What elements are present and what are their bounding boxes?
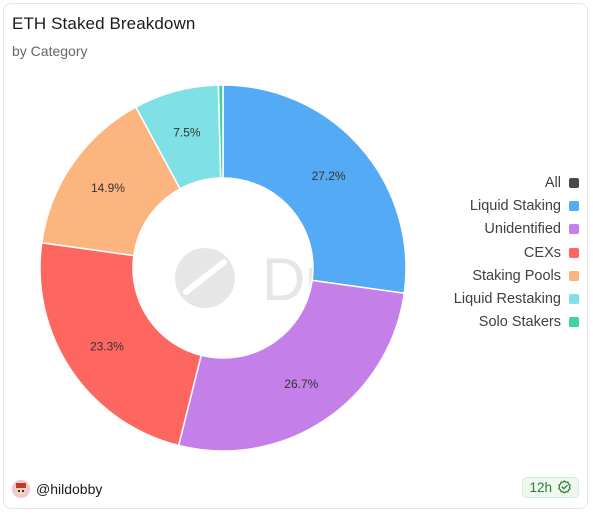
legend-swatch: [569, 317, 579, 328]
slice-unidentified[interactable]: [177, 279, 406, 452]
chart-subtitle: by Category: [12, 43, 88, 59]
legend-label: Unidentified: [484, 221, 561, 238]
refresh-badge[interactable]: 12h: [522, 477, 579, 498]
slice-label: 26.7%: [284, 377, 318, 391]
legend-item-liquid-staking[interactable]: Liquid Staking: [470, 194, 579, 217]
legend-label: Staking Pools: [472, 267, 561, 284]
slice-label: 14.9%: [91, 181, 125, 195]
legend-item-unidentified[interactable]: Unidentified: [484, 218, 579, 241]
slice-label: 7.5%: [173, 126, 201, 140]
legend-label: All: [544, 174, 561, 191]
author-name: @hildobby: [36, 481, 103, 497]
avatar: [12, 480, 30, 498]
slice-liquid-staking[interactable]: [222, 84, 407, 295]
legend-swatch: [569, 200, 579, 211]
legend-label: Liquid Staking: [469, 197, 561, 214]
legend-swatch: [569, 270, 579, 281]
legend-swatch: [569, 224, 579, 235]
slice-cexs[interactable]: [39, 241, 203, 447]
verified-check-icon: [558, 480, 571, 494]
refresh-interval: 12h: [529, 480, 552, 495]
legend-label: Liquid Restaking: [453, 291, 561, 308]
legend-item-solo-stakers[interactable]: Solo Stakers: [479, 311, 579, 334]
chart-title: ETH Staked Breakdown: [12, 14, 196, 33]
slice-label: 27.2%: [312, 169, 346, 183]
legend: All Liquid Staking Unidentified CEXs Staking…: [454, 171, 579, 334]
legend-swatch: [569, 294, 579, 305]
legend-swatch: [569, 177, 579, 188]
legend-label: CEXs: [523, 244, 561, 261]
legend-item-cexs[interactable]: CEXs: [524, 241, 579, 264]
slice-labels-group: 27.2% 26.7% 23.3% 14.9% 7.5%: [90, 126, 346, 391]
slices-group: [39, 84, 407, 452]
legend-item-all[interactable]: All: [545, 171, 579, 194]
slice-staking-pools[interactable]: [40, 106, 182, 257]
legend-swatch: [569, 247, 579, 258]
legend-label: Solo Stakers: [478, 314, 561, 331]
slice-solo-stakers[interactable]: [217, 84, 224, 179]
legend-item-staking-pools[interactable]: Staking Pools: [472, 264, 579, 287]
legend-item-liquid-restaking[interactable]: Liquid Restaking: [454, 287, 579, 310]
slice-label: 23.3%: [90, 339, 124, 353]
author[interactable]: @hildobby: [12, 480, 102, 498]
